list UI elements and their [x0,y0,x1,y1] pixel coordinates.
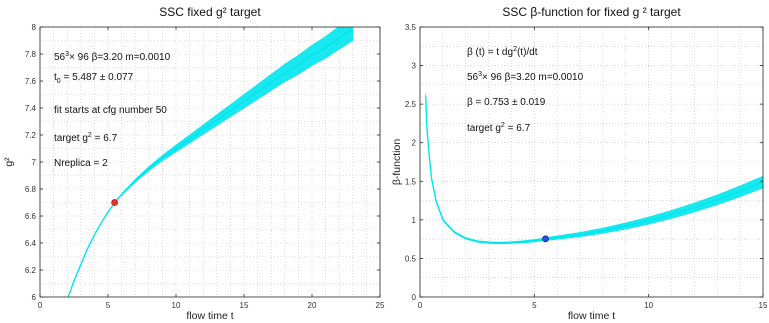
y-tick-label: 7 [32,158,37,167]
x-axis-label: flow time t [186,310,233,322]
x-tick-label: 15 [240,301,249,310]
x-tick-label: 15 [759,301,768,310]
y-tick-label: 7.6 [25,77,37,86]
y-tick-label: 2.5 [405,100,417,109]
annotation-line: target g2 = 6.7 [54,132,118,144]
grid [39,26,381,298]
x-tick-label: 0 [418,301,423,310]
annotation-line: fit starts at cfg number 50 [54,105,167,116]
y-tick-label: 2 [412,139,417,148]
x-tick-label: 25 [376,301,385,310]
error-band-0 [425,93,763,245]
y-axis-label: β-function [391,139,403,185]
right-panel: 0 5 10 15 0 0.5 1 1.5 2 2.5 3 3.5 SSC β-function for… [391,5,768,322]
y-tick-label: 6.6 [25,212,37,221]
y-axis-label: g² [3,157,15,167]
annotation-line: 563× 96 β=3.20 m=0.0010 [54,51,171,63]
y-tick-label: 7.4 [25,104,37,113]
annotation-line: 563× 96 β=3.20 m=0.0010 [467,71,584,83]
y-tick-label: 0 [412,293,417,302]
series-line-0 [425,96,763,244]
y-tick-label: 1.5 [405,177,417,186]
x-tick-label: 5 [106,301,111,310]
y-tick-label: 7.2 [25,131,37,140]
x-tick-label: 10 [172,301,181,310]
chart-title: SSC fixed g² target [159,5,261,19]
annotation-line: t0 = 5.487 ± 0.077 [54,72,134,85]
y-tick-label: 3.5 [405,23,417,32]
left-panel: 0 5 10 15 20 25 6 6.2 6.4 6.6 6.8 7 7.2 7.4 7.6 7.8 8 SSC… [3,5,385,322]
grid [419,26,764,298]
y-tick-label: 0.5 [405,254,417,263]
x-tick-label: 0 [38,301,43,310]
series-line-0 [67,27,354,297]
y-tick-label: 1 [412,216,417,225]
y-tick-label: 7.8 [25,50,37,59]
y-tick-label: 3 [412,62,417,71]
annotation-line: target g2 = 6.7 [467,122,531,134]
y-tick-label: 6.2 [25,266,37,275]
y-tick-label: 6 [32,293,37,302]
x-tick-label: 20 [308,301,317,310]
y-tick-label: 6.8 [25,185,37,194]
data-point-marker [111,199,118,206]
annotation-line: Nreplica = 2 [54,158,108,169]
y-tick-label: 8 [32,23,37,32]
y-tick-label: 6.4 [25,239,37,248]
plot-frame [419,26,764,298]
x-tick-label: 10 [644,301,653,310]
data-point-marker [542,235,549,243]
annotation-line: β = 0.753 ± 0.019 [467,97,546,108]
x-axis-label: flow time t [568,310,615,322]
x-tick-label: 5 [532,301,537,310]
chart-title: SSC β-function for fixed g ² target [502,5,681,19]
annotation-line: β (t) = t dg2(t)/dt [467,46,538,58]
